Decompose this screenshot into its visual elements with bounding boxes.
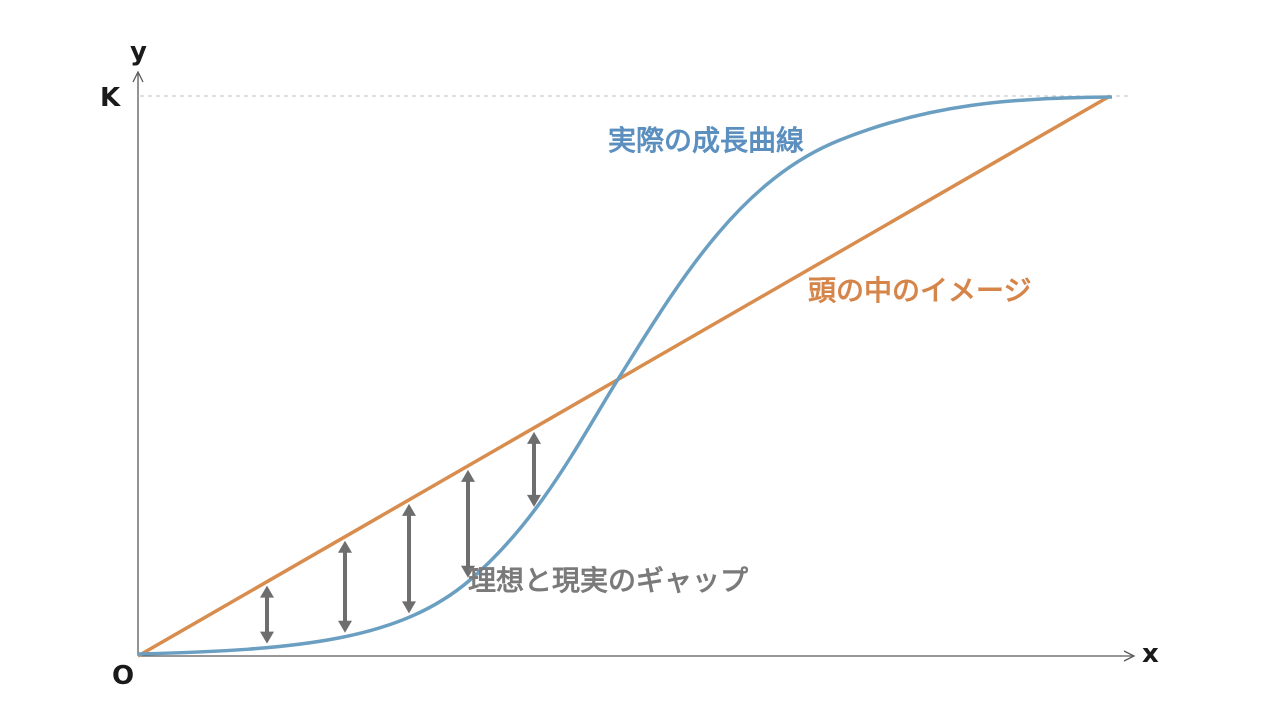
gap-arrow-head-down bbox=[260, 631, 274, 644]
gap-arrow-head-down bbox=[338, 620, 352, 633]
gap-arrow-head-up bbox=[461, 469, 475, 482]
mental-image-label: 頭の中のイメージ bbox=[808, 274, 1031, 307]
gap-arrow-head-up bbox=[402, 503, 416, 516]
x-axis-label: x bbox=[1142, 639, 1159, 669]
gap-arrow bbox=[338, 540, 352, 633]
x-axis-arrowhead bbox=[1123, 650, 1136, 662]
gap-label: 理想と現実のギャップ bbox=[468, 564, 749, 597]
gap-arrow-head-down bbox=[402, 601, 416, 614]
gap-arrow-head-up bbox=[338, 540, 352, 553]
gap-arrow-head-down bbox=[527, 494, 541, 507]
gap-arrow bbox=[402, 503, 416, 614]
origin-label: O bbox=[112, 661, 134, 691]
gap-arrow bbox=[260, 585, 274, 644]
gap-arrow-head-up bbox=[527, 431, 541, 444]
actual-growth-curve bbox=[137, 95, 1113, 656]
gap-arrow bbox=[461, 469, 475, 578]
gap-arrow bbox=[527, 431, 541, 507]
k-label: K bbox=[100, 83, 121, 113]
y-axis-arrowhead bbox=[132, 70, 144, 83]
gap-arrow-head-down bbox=[461, 565, 475, 578]
gap-arrow-head-up bbox=[260, 585, 274, 598]
mental-image-line bbox=[137, 94, 1111, 658]
gap-arrows bbox=[260, 431, 541, 644]
actual-curve-label: 実際の成長曲線 bbox=[608, 124, 804, 157]
y-axis-label: y bbox=[130, 37, 147, 67]
